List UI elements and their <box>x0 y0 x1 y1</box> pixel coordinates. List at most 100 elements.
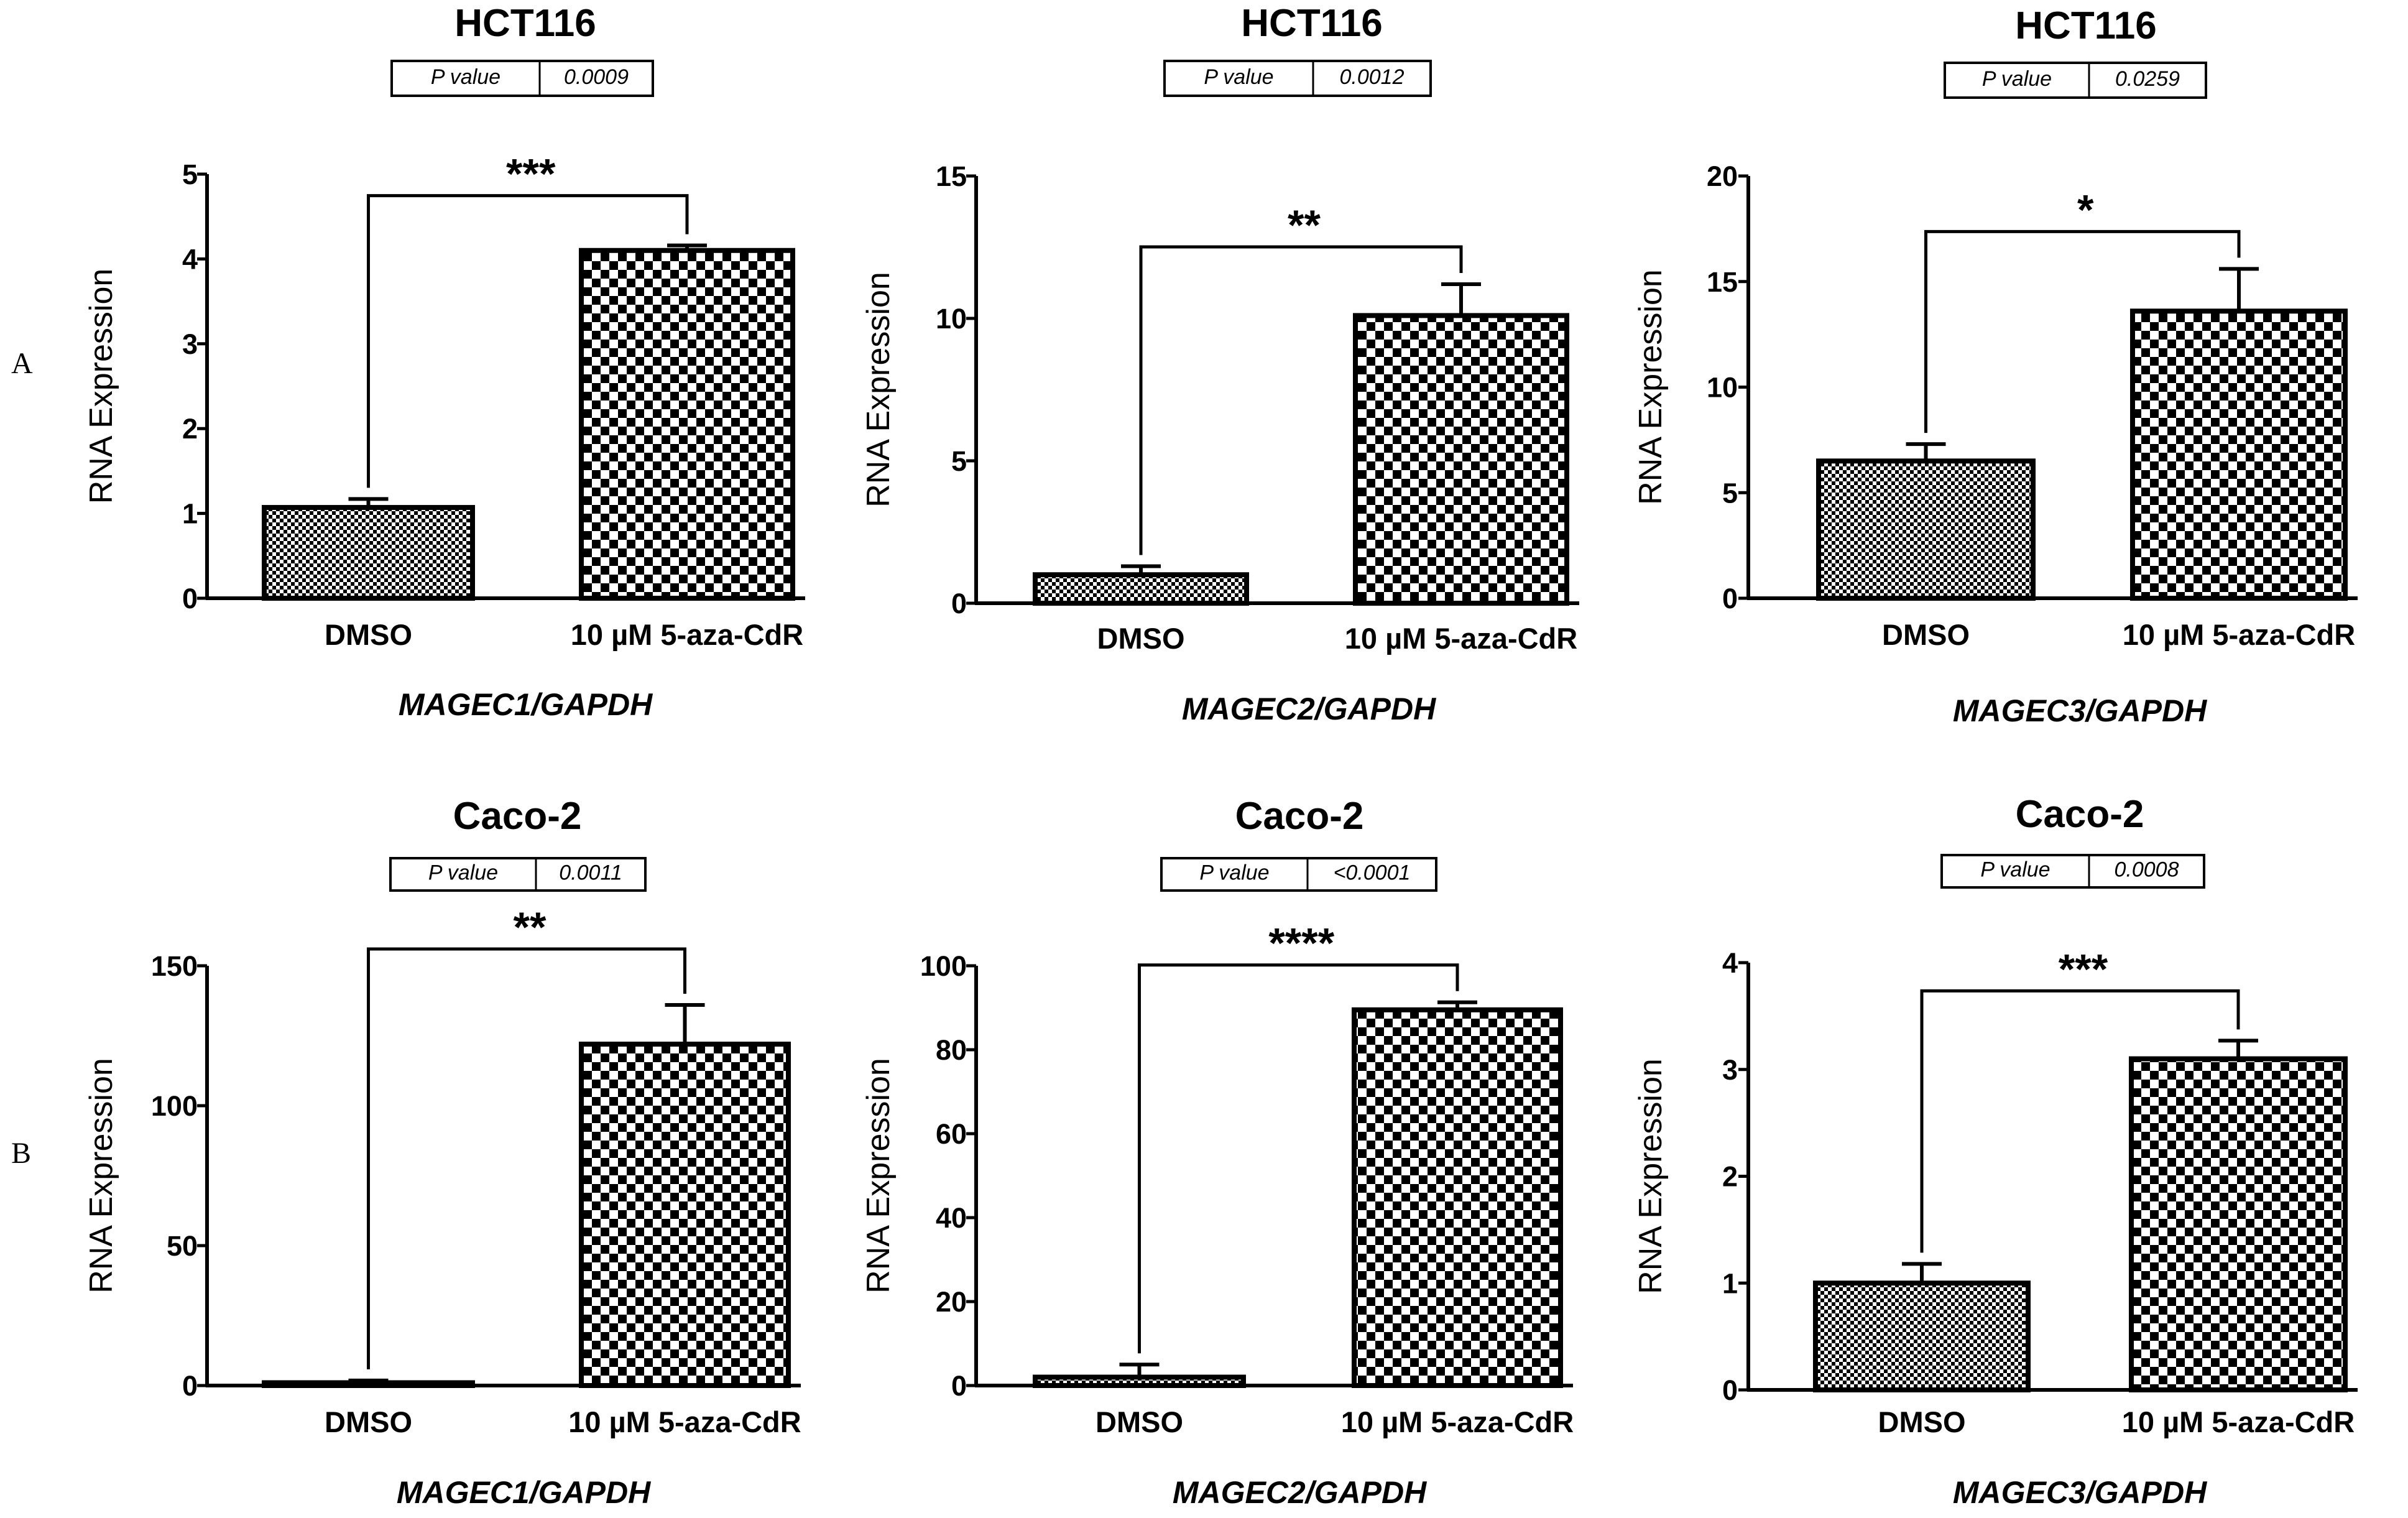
y-tick-label: 15 <box>1707 266 1738 298</box>
p-value-number: 0.0259 <box>2115 67 2180 91</box>
x-category-label: DMSO <box>1096 1405 1183 1438</box>
y-axis-label: RNA Expression <box>860 272 897 507</box>
p-value-number: <0.0001 <box>1334 861 1411 884</box>
p-value-box <box>1160 857 1437 892</box>
x-category-label: 10 µM 5-aza-CdR <box>571 618 803 651</box>
p-value-number: 0.0011 <box>559 861 622 884</box>
y-tick-label: 1 <box>1722 1267 1738 1299</box>
bar-dmso <box>1816 458 2036 601</box>
chart-title: HCT116 <box>1241 2 1382 45</box>
x-category-label: DMSO <box>325 618 412 651</box>
y-tick-label: 100 <box>920 950 967 982</box>
p-value-label: P value <box>1982 67 2052 91</box>
y-tick-label: 0 <box>1722 1374 1738 1406</box>
chart-title: HCT116 <box>454 2 596 45</box>
x-axis-gene-label: MAGEC1/GAPDH <box>397 1475 651 1510</box>
p-value-box <box>1944 62 2207 99</box>
p-value-box <box>1163 60 1432 97</box>
chart-5: Caco-2 P value <0.0001 0 20 40 60 80 100 RNA Expr… <box>860 795 1574 1510</box>
y-tick-label: 4 <box>182 243 198 275</box>
y-tick-label: 150 <box>151 950 198 982</box>
panel-label-a: A <box>11 347 33 380</box>
chart-6: Caco-2 P value 0.0008 0 1 2 3 4 RNA Expression DM… <box>1633 793 2358 1510</box>
y-tick-label: 5 <box>182 159 198 190</box>
bar-treated <box>579 248 795 601</box>
significance-stars: **** <box>1268 920 1334 967</box>
y-axis-label: RNA Expression <box>83 1058 119 1294</box>
y-axis-label: RNA Expression <box>860 1058 897 1294</box>
y-tick-label: 4 <box>1722 947 1738 979</box>
significance-bracket <box>1924 229 2241 433</box>
y-axis-label: RNA Expression <box>1633 1058 1669 1294</box>
y-tick-label: 0 <box>951 1370 967 1402</box>
p-value-box <box>390 60 654 97</box>
chart-4: Caco-2 P value 0.0011 0 50 100 150 RNA Expressi… <box>83 795 801 1510</box>
bar-treated <box>2130 308 2348 601</box>
chart-title: Caco-2 <box>453 795 582 838</box>
y-tick-label: 0 <box>1722 583 1738 614</box>
significance-bracket <box>367 947 686 1369</box>
chart-1: HCT116 P value 0.0009 0 1 2 3 4 5 RNA Expression D… <box>83 2 805 722</box>
x-category-label: DMSO <box>1882 618 1970 651</box>
bar-treated <box>1352 1007 1563 1388</box>
y-axis-label: RNA Expression <box>83 269 119 504</box>
y-axis-label: RNA Expression <box>1633 269 1669 505</box>
chart-2: HCT116 P value 0.0012 0 5 10 15 RNA Expression D… <box>860 2 1579 726</box>
y-tick-label: 2 <box>182 413 198 445</box>
y-tick-label: 5 <box>951 445 967 477</box>
p-value-number: 0.0009 <box>564 65 629 89</box>
x-axis-gene-label: MAGEC3/GAPDH <box>1953 1475 2207 1510</box>
x-category-label: 10 µM 5-aza-CdR <box>1345 622 1577 655</box>
x-category-label: DMSO <box>325 1405 412 1438</box>
y-tick-label: 40 <box>936 1202 967 1234</box>
y-tick-label: 0 <box>182 1370 198 1402</box>
y-tick-label: 0 <box>182 583 198 614</box>
y-tick-label: 3 <box>1722 1054 1738 1086</box>
bar-treated <box>1353 313 1569 606</box>
y-tick-label: 1 <box>182 498 198 530</box>
p-value-box <box>1940 854 2205 889</box>
significance-bracket <box>1139 245 1463 555</box>
x-axis-gene-label: MAGEC1/GAPDH <box>399 687 653 722</box>
significance-stars: *** <box>2059 945 2108 993</box>
y-tick-label: 10 <box>1707 372 1738 404</box>
bar-dmso <box>1033 572 1249 606</box>
significance-stars: ** <box>1288 201 1321 249</box>
y-tick-label: 0 <box>951 588 967 619</box>
y-tick-label: 20 <box>1707 160 1738 192</box>
x-axis-gene-label: MAGEC2/GAPDH <box>1173 1475 1427 1510</box>
y-tick-label: 100 <box>151 1090 198 1122</box>
x-category-label: 10 µM 5-aza-CdR <box>568 1405 801 1438</box>
significance-bracket <box>367 194 689 488</box>
chart-3: HCT116 P value 0.0259 0 5 10 15 20 RNA Expressio… <box>1633 4 2358 728</box>
significance-bracket <box>1138 963 1459 1354</box>
y-tick-label: 60 <box>936 1118 967 1150</box>
p-value-label: P value <box>431 65 501 89</box>
y-tick-label: 80 <box>936 1034 967 1066</box>
bar-treated <box>2129 1056 2348 1392</box>
x-axis-gene-label: MAGEC3/GAPDH <box>1953 693 2207 728</box>
p-value-label: P value <box>1199 861 1269 884</box>
y-tick-label: 5 <box>1722 477 1738 509</box>
significance-bracket <box>1920 989 2240 1253</box>
p-value-number: 0.0012 <box>1340 65 1405 89</box>
y-tick-label: 50 <box>167 1230 198 1262</box>
significance-stars: ** <box>514 904 547 951</box>
x-axis-gene-label: MAGEC2/GAPDH <box>1182 692 1436 726</box>
chart-title: HCT116 <box>2015 4 2156 47</box>
y-tick-label: 15 <box>936 160 967 192</box>
charts-layer: HCT116 P value 0.0009 0 1 2 3 4 5 RNA Expression D… <box>83 2 2358 1510</box>
y-tick-label: 2 <box>1722 1161 1738 1193</box>
panel-label-b: B <box>11 1137 31 1170</box>
p-value-number: 0.0008 <box>2115 858 2179 881</box>
significance-stars: * <box>2077 186 2094 233</box>
y-tick-label: 10 <box>936 303 967 335</box>
bar-dmso <box>262 505 475 601</box>
chart-title: Caco-2 <box>2016 793 2144 836</box>
x-category-label: 10 µM 5-aza-CdR <box>2123 618 2355 651</box>
p-value-box <box>389 857 647 892</box>
p-value-label: P value <box>428 861 498 884</box>
p-value-label: P value <box>1204 65 1273 89</box>
x-category-label: 10 µM 5-aza-CdR <box>1341 1405 1574 1438</box>
